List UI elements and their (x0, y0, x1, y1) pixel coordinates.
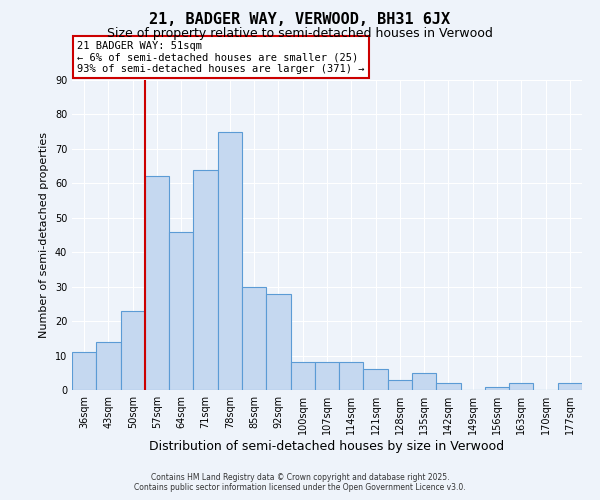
Text: 21 BADGER WAY: 51sqm
← 6% of semi-detached houses are smaller (25)
93% of semi-d: 21 BADGER WAY: 51sqm ← 6% of semi-detach… (77, 40, 365, 74)
Bar (339, 362, 364, 390)
Bar (290, 362, 315, 390)
Text: Contains HM Land Registry data © Crown copyright and database right 2025.
Contai: Contains HM Land Registry data © Crown c… (134, 473, 466, 492)
Bar (266, 294, 290, 390)
Bar (485, 386, 509, 390)
Y-axis label: Number of semi-detached properties: Number of semi-detached properties (39, 132, 49, 338)
Bar (169, 232, 193, 390)
Text: Size of property relative to semi-detached houses in Verwood: Size of property relative to semi-detach… (107, 28, 493, 40)
X-axis label: Distribution of semi-detached houses by size in Verwood: Distribution of semi-detached houses by … (149, 440, 505, 453)
Bar (364, 370, 388, 390)
Bar (558, 383, 582, 390)
Bar (218, 132, 242, 390)
Text: 21, BADGER WAY, VERWOOD, BH31 6JX: 21, BADGER WAY, VERWOOD, BH31 6JX (149, 12, 451, 28)
Bar (72, 352, 96, 390)
Bar (436, 383, 461, 390)
Bar (509, 383, 533, 390)
Bar (412, 373, 436, 390)
Bar (388, 380, 412, 390)
Bar (193, 170, 218, 390)
Bar (145, 176, 169, 390)
Bar (315, 362, 339, 390)
Bar (96, 342, 121, 390)
Bar (121, 311, 145, 390)
Bar (242, 286, 266, 390)
